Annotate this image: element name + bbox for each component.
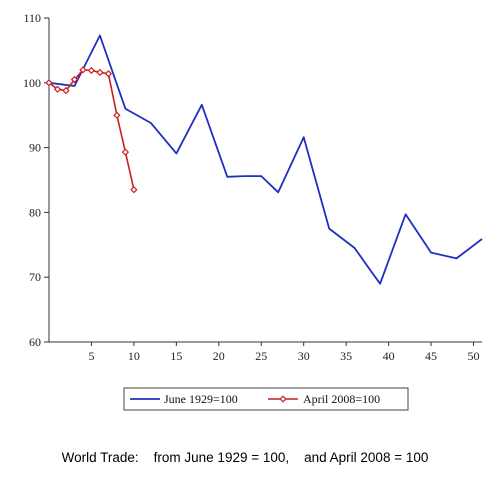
y-tick-label: 100	[23, 76, 41, 90]
series-2-point	[62, 86, 70, 95]
legend: June 1929=100 April 2008=100	[123, 387, 409, 411]
series-2-point	[130, 186, 138, 194]
series-layer	[45, 34, 483, 285]
series-line-1	[48, 34, 483, 285]
series-2-point	[79, 66, 87, 74]
chart-caption: World Trade: from June 1929 = 100, and A…	[61, 450, 429, 465]
x-tick-label: 45	[425, 349, 437, 363]
x-tick-label: 15	[170, 349, 182, 363]
x-tick-label: 10	[128, 349, 140, 363]
y-tick-label: 70	[29, 270, 41, 284]
legend-marker-2	[279, 395, 287, 403]
legend-label-2: April 2008=100	[303, 392, 380, 406]
chart: 60 70 80 90 100 110 5 10 15 20 25 30 35 40 45 50 June 1…	[23, 11, 483, 411]
y-tick-label: 90	[29, 141, 41, 155]
x-tick-label: 25	[255, 349, 267, 363]
y-tick-label: 110	[23, 11, 41, 25]
x-tick-label: 50	[468, 349, 480, 363]
x-tick-label: 35	[340, 349, 352, 363]
x-tick-label: 20	[213, 349, 225, 363]
y-tick-label: 80	[29, 205, 41, 219]
series-line-2	[48, 69, 135, 190]
axes: 60 70 80 90 100 110 5 10 15 20 25 30 35 40 45 50	[23, 11, 482, 363]
series-2-point	[70, 75, 79, 84]
series-2-point	[53, 85, 62, 93]
legend-box	[123, 387, 409, 411]
series-2-point	[121, 148, 130, 156]
series-2-point	[113, 111, 121, 119]
x-tick-label: 40	[383, 349, 395, 363]
x-tick-label: 5	[88, 349, 94, 363]
series-2-point	[104, 70, 113, 78]
legend-label-1: June 1929=100	[164, 392, 238, 406]
series-2-point	[96, 68, 104, 77]
series-2-point	[87, 66, 96, 75]
x-tick-label: 30	[298, 349, 310, 363]
y-tick-label: 60	[29, 335, 41, 349]
series-2-point	[45, 79, 53, 87]
